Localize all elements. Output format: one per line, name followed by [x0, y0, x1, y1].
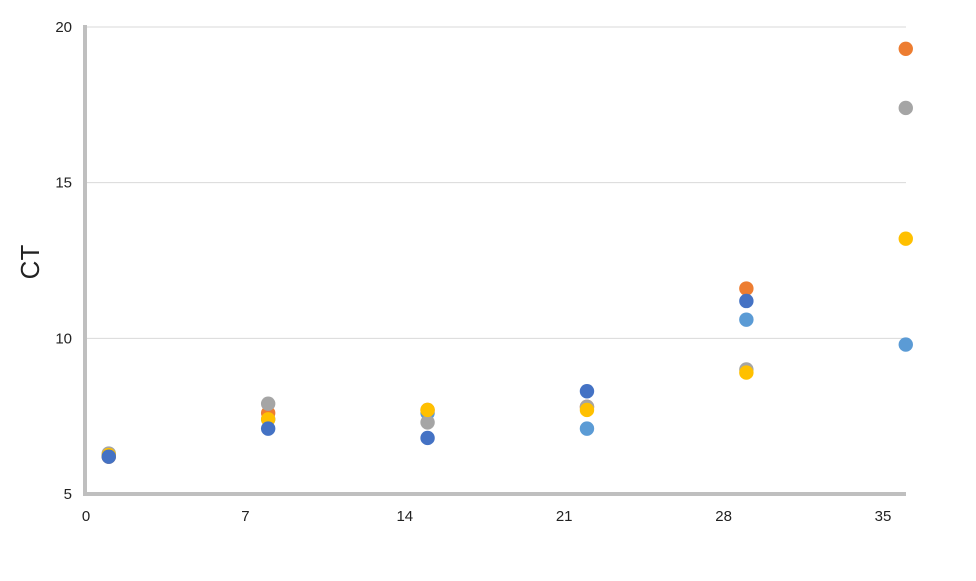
- data-point: [898, 41, 913, 56]
- gridlines: [85, 26, 906, 339]
- x-tick-label: 14: [396, 508, 413, 525]
- y-tick-label: 5: [64, 486, 72, 503]
- data-points: [101, 41, 913, 464]
- data-point: [739, 365, 754, 380]
- data-point: [739, 312, 754, 327]
- y-tick-label: 15: [55, 175, 72, 192]
- data-point: [260, 421, 276, 436]
- data-point: [101, 449, 116, 464]
- y-tick-label: 10: [55, 330, 72, 347]
- x-tick-labels: 0 7 14 21 28 35: [82, 508, 892, 525]
- data-point: [260, 396, 276, 411]
- x-tick-label: 35: [875, 508, 892, 525]
- data-point: [898, 337, 913, 352]
- data-point: [739, 281, 754, 296]
- data-point: [898, 231, 913, 246]
- x-tick-label: 21: [556, 508, 573, 525]
- data-point: [898, 100, 913, 116]
- data-point: [420, 415, 435, 430]
- data-point: [420, 430, 435, 446]
- x-tick-label: 28: [715, 508, 732, 525]
- data-point: [579, 402, 595, 418]
- x-tick-label: 7: [241, 508, 249, 525]
- data-point: [579, 421, 595, 436]
- data-point: [420, 402, 435, 418]
- y-tick-labels: 5 10 15 20: [55, 19, 72, 503]
- y-tick-label: 20: [55, 19, 72, 36]
- data-point: [579, 384, 595, 399]
- data-point: [739, 293, 754, 309]
- y-axis-label: CT: [15, 245, 45, 280]
- x-tick-label: 0: [82, 508, 90, 525]
